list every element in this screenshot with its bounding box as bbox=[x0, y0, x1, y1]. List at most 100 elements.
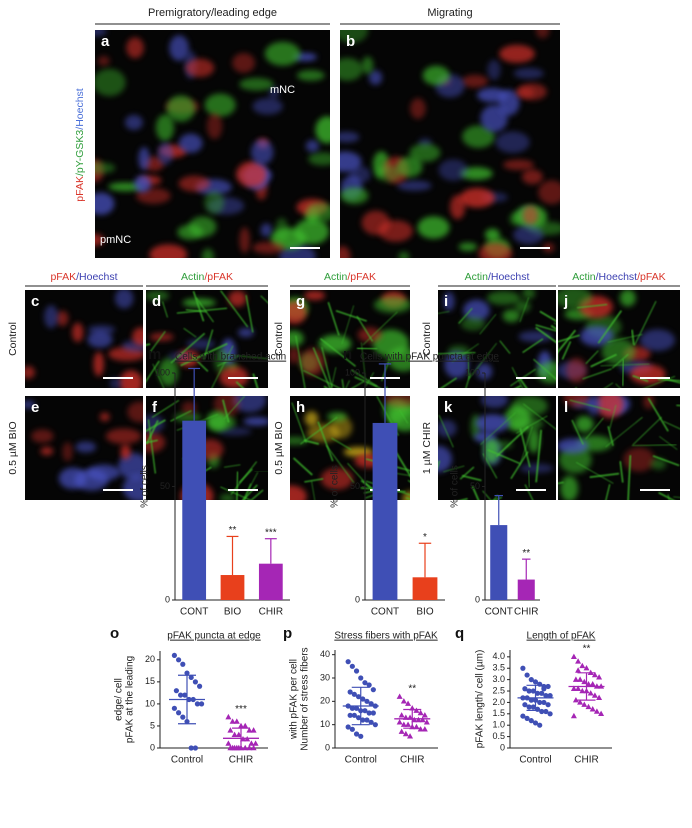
data-point bbox=[528, 718, 534, 724]
fiber bbox=[236, 471, 239, 500]
fiber bbox=[440, 377, 458, 388]
cell-blob bbox=[31, 429, 54, 443]
cell-blob bbox=[458, 242, 478, 252]
fiber bbox=[533, 358, 556, 380]
data-point bbox=[575, 685, 582, 691]
fiber bbox=[615, 383, 621, 388]
cell-blob bbox=[463, 299, 490, 321]
cell-blob bbox=[522, 205, 539, 226]
significance: * bbox=[423, 532, 427, 543]
cell-blob bbox=[40, 446, 54, 456]
fiber bbox=[291, 402, 307, 443]
cell-blob bbox=[396, 156, 423, 178]
data-point bbox=[180, 714, 186, 720]
fiber bbox=[600, 363, 650, 367]
region-label: mNC bbox=[270, 84, 295, 96]
fiber bbox=[647, 397, 669, 432]
fiber bbox=[381, 354, 392, 382]
stain-part: /Hoechst bbox=[74, 88, 86, 130]
fiber bbox=[303, 439, 320, 445]
y-axis-label: % of cells bbox=[330, 465, 341, 508]
y-tick-label: 3.0 bbox=[492, 674, 505, 684]
panel-letter: o bbox=[110, 625, 119, 642]
x-tick-label: CHIR bbox=[574, 755, 598, 766]
data-point bbox=[349, 663, 355, 669]
fiber bbox=[220, 290, 249, 328]
fiber bbox=[522, 338, 544, 354]
fiber bbox=[607, 426, 614, 446]
bar bbox=[517, 579, 535, 600]
fiber bbox=[631, 329, 635, 346]
cell-blob bbox=[511, 416, 544, 431]
data-point bbox=[227, 727, 234, 733]
panel-letter: q bbox=[455, 625, 464, 642]
fiber bbox=[245, 295, 254, 333]
fiber bbox=[312, 347, 331, 388]
data-point bbox=[400, 721, 407, 727]
cell-blob bbox=[558, 290, 593, 309]
fiber bbox=[522, 403, 556, 430]
chart: q Length of pFAK pFAK length/ cell (µm) 00.… bbox=[455, 625, 612, 766]
panel-letter: a bbox=[101, 33, 110, 50]
cell-blob bbox=[181, 401, 197, 415]
fiber bbox=[242, 484, 258, 500]
data-point bbox=[372, 722, 378, 728]
y-axis-label: edge/ cell bbox=[114, 678, 125, 721]
fiber bbox=[597, 310, 623, 344]
data-point bbox=[351, 712, 357, 718]
row-label: 1 µM CHIR bbox=[421, 422, 433, 475]
fiber bbox=[558, 329, 577, 354]
cell-blob bbox=[422, 65, 450, 86]
data-point bbox=[581, 678, 588, 685]
fiber bbox=[170, 410, 192, 422]
fiber bbox=[633, 300, 657, 346]
data-point bbox=[547, 692, 553, 699]
data-point bbox=[248, 740, 255, 746]
y-tick-label: 50 bbox=[350, 481, 360, 491]
x-tick-label: Control bbox=[345, 755, 377, 766]
data-point bbox=[229, 718, 236, 724]
x-tick-label: Control bbox=[519, 755, 551, 766]
cell-blob bbox=[232, 52, 256, 73]
cell-blob bbox=[252, 241, 285, 254]
cell-blob bbox=[305, 139, 320, 153]
y-axis-label: % of cells bbox=[140, 465, 151, 508]
fiber bbox=[535, 429, 542, 483]
cell-blob bbox=[119, 370, 143, 388]
data-point bbox=[522, 686, 528, 692]
fiber bbox=[356, 315, 374, 342]
chart-title: pFAK puncta at edge bbox=[167, 631, 261, 642]
fiber bbox=[535, 326, 556, 344]
cell-blob bbox=[478, 242, 513, 258]
fiber bbox=[176, 307, 228, 314]
cell-blob bbox=[340, 246, 351, 258]
cell-blob bbox=[126, 37, 144, 59]
fiber bbox=[331, 437, 352, 451]
fiber bbox=[311, 480, 316, 500]
fiber bbox=[183, 327, 197, 338]
panel-letter: i bbox=[444, 293, 448, 310]
cell-blob bbox=[185, 58, 215, 78]
data-point bbox=[537, 722, 543, 728]
data-point bbox=[577, 676, 584, 682]
data-point bbox=[583, 665, 590, 671]
region-label: pmNC bbox=[100, 234, 131, 246]
fiber bbox=[609, 404, 617, 429]
data-point bbox=[532, 720, 539, 726]
fiber bbox=[605, 484, 611, 500]
error-bar bbox=[226, 535, 239, 576]
cell-blob bbox=[97, 55, 110, 67]
fiber bbox=[321, 346, 333, 388]
error-bar bbox=[494, 494, 504, 526]
cell-blob bbox=[268, 86, 280, 100]
micrograph bbox=[95, 30, 330, 258]
data-point bbox=[589, 706, 596, 712]
data-point bbox=[421, 712, 428, 718]
fiber bbox=[589, 472, 620, 479]
data-point bbox=[227, 744, 234, 751]
data-point bbox=[171, 652, 177, 659]
cell-blob bbox=[296, 70, 325, 81]
panel-letter: j bbox=[563, 293, 568, 310]
cell-blob bbox=[623, 447, 655, 472]
cell-blob bbox=[290, 301, 307, 325]
